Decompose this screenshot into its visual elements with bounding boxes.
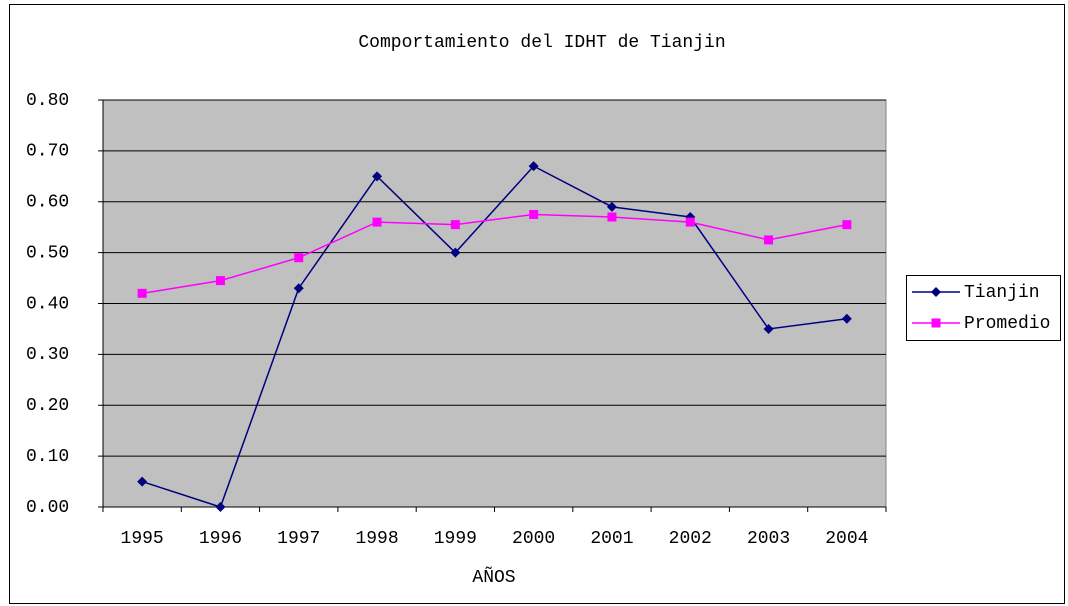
x-tick-label: 2001 xyxy=(590,529,633,549)
x-tick-label: 2004 xyxy=(825,529,868,549)
y-tick-label: 0.70 xyxy=(26,142,69,162)
x-tick-label: 1999 xyxy=(434,529,477,549)
marker xyxy=(607,212,617,222)
x-axis-label: AÑOS xyxy=(472,567,515,588)
marker xyxy=(372,217,382,227)
marker xyxy=(931,318,941,328)
marker xyxy=(763,323,774,334)
marker xyxy=(450,220,460,230)
marker xyxy=(842,220,852,230)
x-tick-label: 1998 xyxy=(355,529,398,549)
marker xyxy=(764,235,774,245)
marker xyxy=(294,253,304,263)
marker xyxy=(372,171,383,182)
chart-title: Comportamiento del IDHT de Tianjin xyxy=(358,33,725,53)
marker xyxy=(450,247,461,258)
marker xyxy=(685,217,695,227)
marker xyxy=(215,276,225,286)
y-tick-label: 0.20 xyxy=(26,396,69,416)
series-line xyxy=(141,165,847,508)
x-tick-label: 1995 xyxy=(121,529,164,549)
x-tick-label: 2003 xyxy=(747,529,790,549)
y-tick-label: 0.30 xyxy=(26,345,69,365)
legend-box xyxy=(906,275,1061,341)
x-tick-label: 2002 xyxy=(669,529,712,549)
y-tick-label: 0.80 xyxy=(26,91,69,111)
y-tick-label: 0.00 xyxy=(26,498,69,518)
x-tick-label: 1997 xyxy=(277,529,320,549)
legend-label: Promedio xyxy=(964,314,1050,334)
y-tick-label: 0.10 xyxy=(26,447,69,467)
marker xyxy=(931,287,941,297)
marker xyxy=(137,288,147,298)
marker xyxy=(528,161,539,172)
y-tick-label: 0.40 xyxy=(26,294,69,314)
marker xyxy=(606,201,617,212)
marker xyxy=(137,476,148,487)
marker xyxy=(293,283,304,294)
x-tick-label: 1996 xyxy=(199,529,242,549)
x-tick-label: 2000 xyxy=(512,529,555,549)
marker xyxy=(841,313,852,324)
marker xyxy=(215,502,226,512)
series-line xyxy=(142,213,847,295)
y-tick-label: 0.50 xyxy=(26,243,69,263)
y-tick-label: 0.60 xyxy=(26,193,69,213)
marker xyxy=(529,209,539,219)
legend-label: Tianjin xyxy=(964,283,1040,303)
